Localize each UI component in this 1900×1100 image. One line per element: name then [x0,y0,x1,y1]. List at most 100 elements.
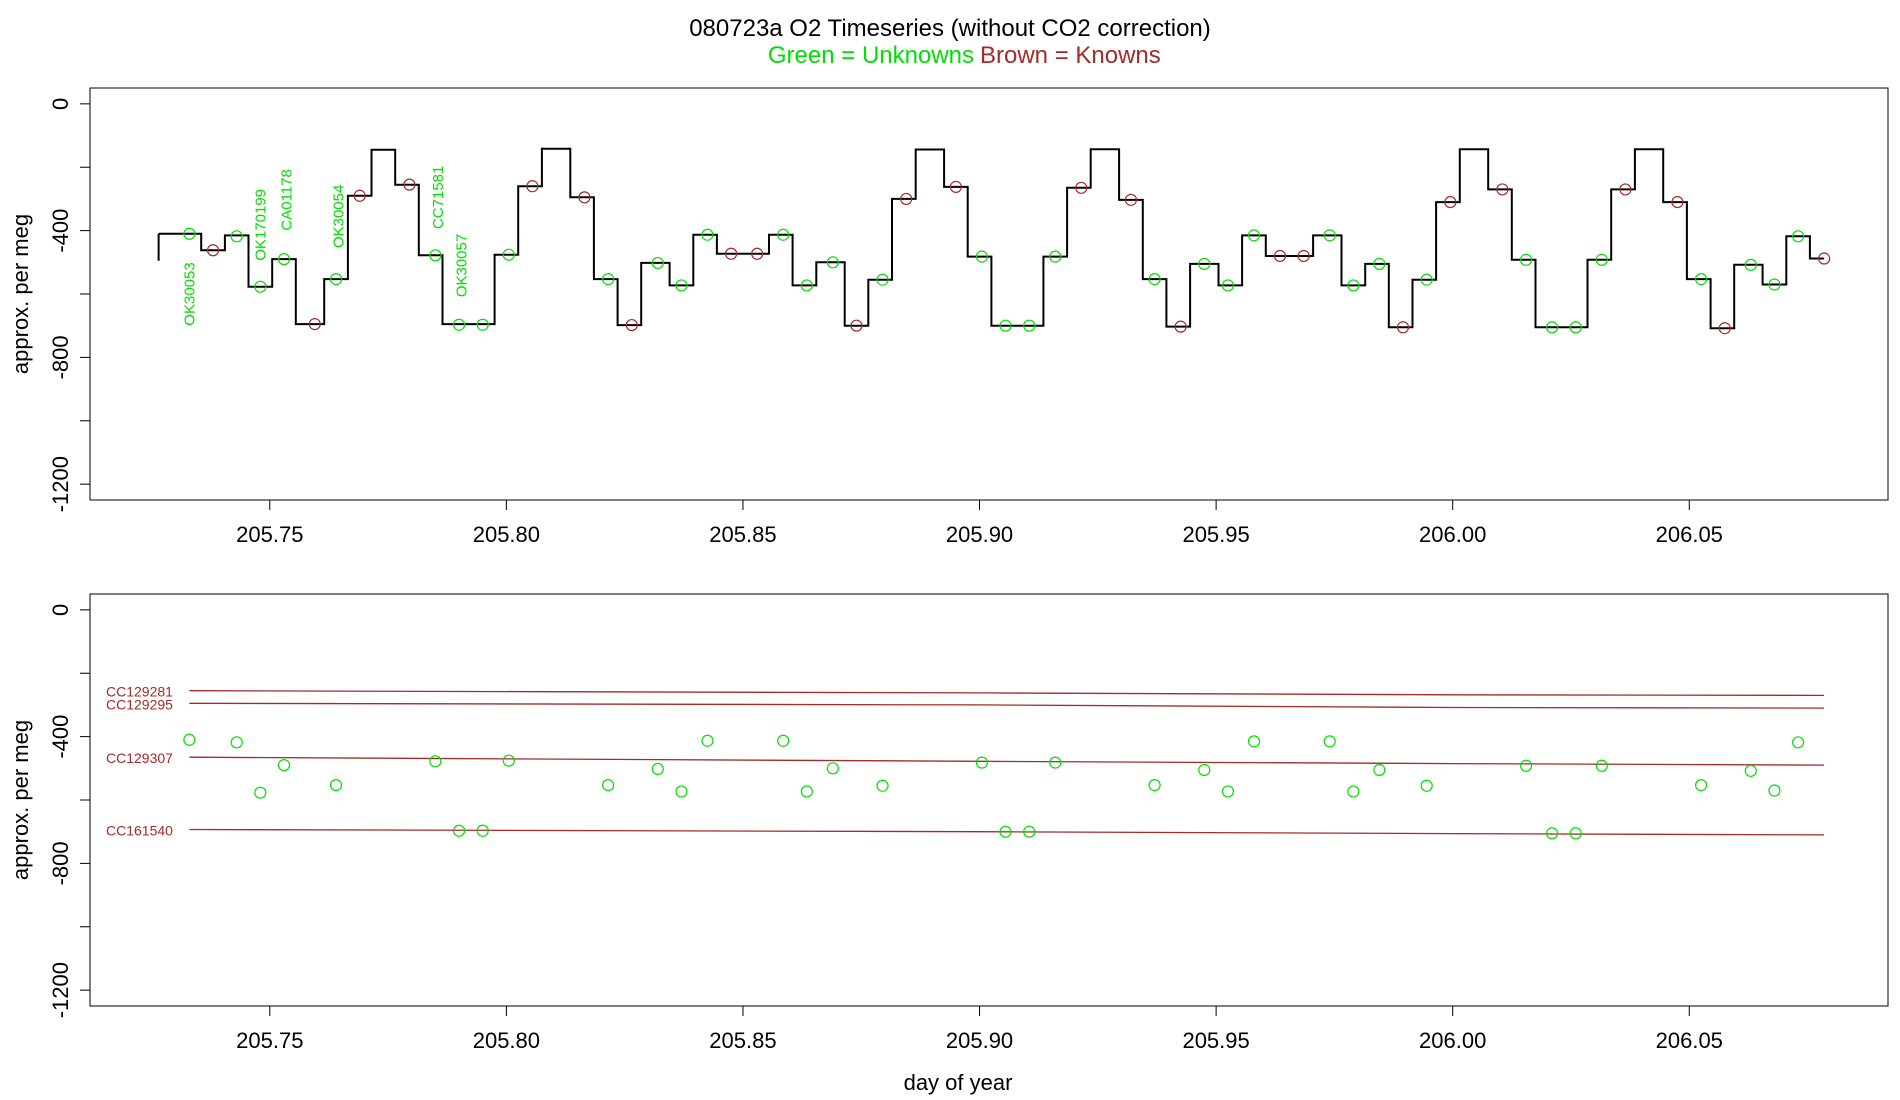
x-tick-label: 206.00 [1419,522,1486,547]
unknown-point [329,779,343,792]
unknown-point [826,762,839,775]
reference-line-label: CC129295 [106,696,173,712]
unknown-point [876,273,889,286]
known-point [751,247,764,260]
x-tick-label: 205.95 [1182,522,1249,547]
unknown-point [651,256,664,270]
known-point [1496,183,1509,196]
x-tick-label: 206.05 [1656,522,1723,547]
known-point [1124,193,1138,206]
unknown-point [1768,278,1781,291]
unknown-point [1545,321,1559,334]
x-axis-label: day of year [904,1070,1013,1095]
sample-label: OK170199 [252,189,269,261]
x-tick-label: 205.90 [946,1028,1013,1053]
unknown-point [1148,273,1161,286]
reference-line [189,702,1825,709]
x-tick-label: 205.85 [709,1028,776,1053]
unknown-point [1148,779,1161,792]
known-point [850,319,863,332]
unknown-point [975,250,989,263]
unknown-point [502,248,515,261]
reference-line-label: CC129281 [106,684,173,700]
unknown-point [876,779,889,792]
unknown-point [1049,250,1062,263]
unknown-point [1545,827,1559,840]
unknown-point [1373,257,1386,270]
unknown-point [277,253,291,266]
unknown-point [1323,735,1336,748]
x-tick-label: 205.95 [1182,1028,1249,1053]
unknown-point [999,319,1012,332]
sample-label: CA01178 [278,169,295,230]
chart-title: 080723a O2 Timeseries (without CO2 corre… [689,15,1211,42]
unknown-point [1569,321,1582,334]
y-axis-label: approx. per meg [8,720,33,880]
unknown-point [675,279,688,292]
unknown-point [1247,229,1261,242]
x-tick-label: 205.80 [473,522,540,547]
unknown-point [701,228,714,241]
known-point [1273,249,1287,263]
sample-label: OK30057 [453,234,470,297]
bottom-panel: 205.75 205.80 205.85 205.90 205.95 206.00 206.… [8,593,1889,1053]
sample-label: OK30054 [330,185,347,248]
y-tick-label: 0 [48,604,73,616]
unknown-point [429,249,442,262]
known-point [1075,181,1088,194]
top-panel: 205.75 205.80 205.85 205.90 205.95 206.00 206.… [8,87,1889,547]
y-tick-label: -400 [48,209,73,253]
known-point [1174,320,1187,333]
unknown-point [1744,258,1757,271]
known-point [949,180,962,193]
unknown-point [1519,253,1533,266]
unknown-point [1744,764,1757,777]
x-tick-label: 205.75 [236,1028,303,1053]
y-tick-label: -800 [48,335,73,379]
unknown-point [1791,736,1805,749]
unknown-point [777,734,790,747]
reference-line-label: CC129307 [106,750,173,766]
legend-unknowns: Green = Unknowns [768,42,974,69]
unknown-point [429,755,442,768]
unknown-point [1791,230,1805,243]
known-point [1818,252,1831,265]
unknown-point [183,733,196,746]
unknown-point [1023,319,1036,332]
unknown-point [183,227,196,240]
unknown-point [826,256,839,269]
unknown-point [277,759,291,772]
o2-trace-line [158,147,1825,330]
unknown-point [254,280,267,293]
unknown-point [602,779,615,792]
unknown-point [452,824,466,837]
unknown-point [777,228,790,241]
reference-line-label: CC161540 [106,822,173,838]
unknown-point [1198,257,1211,270]
unknown-point [329,273,343,286]
unknown-point [1373,763,1386,776]
unknown-point [1768,784,1781,797]
known-point [526,180,539,193]
x-tick-label: 205.75 [236,522,303,547]
x-tick-label: 206.05 [1656,1028,1723,1053]
y-tick-label: 0 [48,98,73,110]
known-point [403,178,416,191]
known-point [1297,249,1310,263]
x-tick-label: 206.00 [1419,1028,1486,1053]
unknown-point [1595,759,1608,772]
unknown-point [1323,229,1336,242]
unknown-point [675,785,688,798]
known-point [353,189,366,202]
y-tick-label: -1200 [48,962,73,1018]
legend-knowns: Brown = Knowns [980,42,1161,69]
unknown-point [1023,825,1036,838]
unknown-point [800,785,813,798]
sample-label: OK30053 [181,262,198,325]
y-tick-label: -800 [48,841,73,885]
unknown-point [1420,273,1433,286]
unknown-point [1420,779,1433,792]
known-point [206,244,220,257]
unknown-point [1221,279,1235,292]
